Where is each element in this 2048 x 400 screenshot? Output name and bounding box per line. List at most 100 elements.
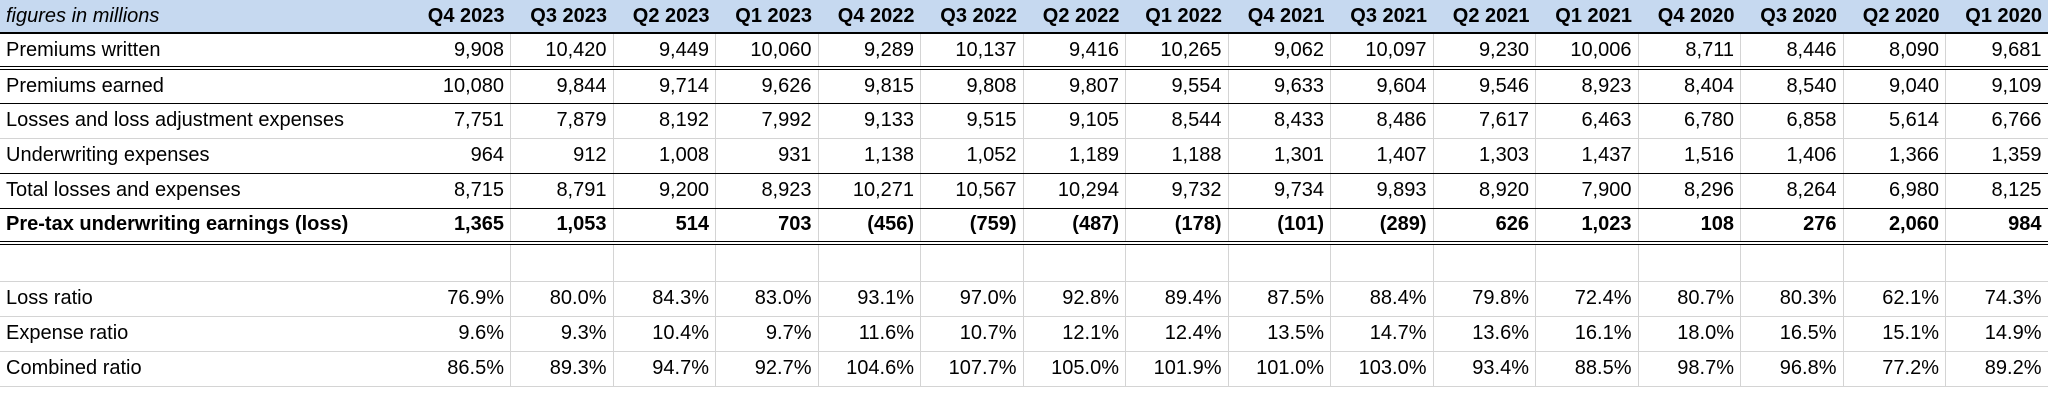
table-cell[interactable]: 9,808 <box>920 68 1024 104</box>
table-cell[interactable]: 276 <box>1740 208 1844 245</box>
column-header[interactable]: Q2 2021 <box>1433 0 1536 34</box>
table-cell[interactable] <box>818 243 921 282</box>
table-cell[interactable]: 8,920 <box>1433 173 1536 209</box>
table-cell[interactable]: 14.7% <box>1330 316 1434 352</box>
table-cell[interactable]: 87.5% <box>1228 281 1331 317</box>
column-header[interactable]: Q1 2022 <box>1125 0 1228 34</box>
table-cell[interactable]: 1,406 <box>1740 138 1844 174</box>
table-cell[interactable]: 1,516 <box>1638 138 1741 174</box>
table-cell[interactable]: 10,271 <box>818 173 921 209</box>
table-cell[interactable] <box>1535 243 1639 282</box>
table-cell[interactable]: 9,449 <box>613 33 716 70</box>
table-cell[interactable]: 93.1% <box>818 281 921 317</box>
column-header[interactable]: Q3 2021 <box>1330 0 1433 34</box>
table-cell[interactable]: 10.7% <box>920 316 1024 352</box>
table-cell[interactable]: 9,554 <box>1125 68 1229 104</box>
table-cell[interactable]: 9.6% <box>408 316 511 352</box>
table-cell[interactable] <box>408 243 511 282</box>
table-cell[interactable] <box>1433 243 1536 282</box>
table-cell[interactable]: 912 <box>510 138 614 174</box>
column-header[interactable]: Q4 2020 <box>1638 0 1741 34</box>
table-cell[interactable]: 6,858 <box>1740 103 1844 139</box>
row-label[interactable]: Premiums written <box>0 33 408 70</box>
table-cell[interactable] <box>1740 243 1844 282</box>
table-cell[interactable]: 16.1% <box>1535 316 1639 352</box>
table-cell[interactable] <box>1125 243 1229 282</box>
row-label[interactable]: Underwriting expenses <box>0 138 408 174</box>
table-cell[interactable]: 101.0% <box>1228 351 1331 387</box>
table-cell[interactable]: 74.3% <box>1945 281 2048 317</box>
table-cell[interactable]: 984 <box>1945 208 2048 245</box>
column-header[interactable]: Q4 2022 <box>818 0 921 34</box>
table-cell[interactable]: 9,133 <box>818 103 921 139</box>
row-label[interactable]: Pre-tax underwriting earnings (loss) <box>0 208 408 245</box>
table-cell[interactable]: 1,189 <box>1023 138 1126 174</box>
column-header[interactable]: Q3 2023 <box>510 0 613 34</box>
table-cell[interactable]: 80.7% <box>1638 281 1741 317</box>
table-cell[interactable]: 9,040 <box>1843 68 1946 104</box>
table-cell[interactable]: 10,060 <box>715 33 819 70</box>
table-cell[interactable]: 10,420 <box>510 33 614 70</box>
column-header[interactable]: Q1 2023 <box>715 0 818 34</box>
column-header[interactable]: Q2 2022 <box>1023 0 1126 34</box>
table-cell[interactable]: 1,138 <box>818 138 921 174</box>
table-cell[interactable]: 62.1% <box>1843 281 1946 317</box>
table-cell[interactable]: 77.2% <box>1843 351 1946 387</box>
table-cell[interactable]: 1,365 <box>408 208 511 245</box>
table-cell[interactable]: 14.9% <box>1945 316 2048 352</box>
column-header[interactable]: Q3 2020 <box>1740 0 1843 34</box>
row-label[interactable]: Loss ratio <box>0 281 408 317</box>
column-header[interactable]: Q2 2020 <box>1843 0 1946 34</box>
table-cell[interactable]: 7,751 <box>408 103 511 139</box>
table-cell[interactable]: 105.0% <box>1023 351 1126 387</box>
table-cell[interactable]: 9,681 <box>1945 33 2048 70</box>
table-cell[interactable]: 15.1% <box>1843 316 1946 352</box>
table-cell[interactable]: 8,923 <box>715 173 819 209</box>
table-cell[interactable]: 84.3% <box>613 281 716 317</box>
table-cell[interactable]: (289) <box>1330 208 1434 245</box>
table-cell[interactable]: 108 <box>1638 208 1741 245</box>
table-cell[interactable]: 6,766 <box>1945 103 2048 139</box>
table-cell[interactable]: 1,052 <box>920 138 1024 174</box>
table-cell[interactable]: 1,023 <box>1535 208 1639 245</box>
table-cell[interactable]: 104.6% <box>818 351 921 387</box>
table-cell[interactable]: 1,188 <box>1125 138 1229 174</box>
table-cell[interactable]: 8,264 <box>1740 173 1844 209</box>
table-cell[interactable]: 9,908 <box>408 33 511 70</box>
table-cell[interactable]: 10,137 <box>920 33 1024 70</box>
table-cell[interactable]: 9.7% <box>715 316 819 352</box>
table-cell[interactable]: 86.5% <box>408 351 511 387</box>
table-cell[interactable] <box>1330 243 1434 282</box>
table-cell[interactable]: 7,900 <box>1535 173 1639 209</box>
table-cell[interactable]: 83.0% <box>715 281 819 317</box>
table-cell[interactable]: 626 <box>1433 208 1536 245</box>
table-cell[interactable]: 6,780 <box>1638 103 1741 139</box>
table-cell[interactable]: 10,006 <box>1535 33 1639 70</box>
table-cell[interactable]: (487) <box>1023 208 1126 245</box>
table-cell[interactable]: (456) <box>818 208 921 245</box>
table-cell[interactable]: 9,844 <box>510 68 614 104</box>
row-label[interactable]: Premiums earned <box>0 68 408 104</box>
table-cell[interactable]: 10,265 <box>1125 33 1229 70</box>
table-cell[interactable]: 9,105 <box>1023 103 1126 139</box>
table-cell[interactable]: 8,446 <box>1740 33 1844 70</box>
table-cell[interactable] <box>1945 243 2048 282</box>
table-cell[interactable]: 1,359 <box>1945 138 2048 174</box>
table-cell[interactable]: 103.0% <box>1330 351 1434 387</box>
table-cell[interactable]: 7,879 <box>510 103 614 139</box>
table-cell[interactable]: 8,923 <box>1535 68 1639 104</box>
column-header[interactable]: Q1 2020 <box>1945 0 2048 34</box>
table-cell[interactable]: 1,437 <box>1535 138 1639 174</box>
table-cell[interactable]: 96.8% <box>1740 351 1844 387</box>
table-cell[interactable]: 9,230 <box>1433 33 1536 70</box>
table-cell[interactable]: 92.7% <box>715 351 819 387</box>
table-cell[interactable]: 5,614 <box>1843 103 1946 139</box>
table-cell[interactable]: 88.4% <box>1330 281 1434 317</box>
table-cell[interactable]: 2,060 <box>1843 208 1946 245</box>
row-label[interactable]: Expense ratio <box>0 316 408 352</box>
table-cell[interactable]: 931 <box>715 138 819 174</box>
table-cell[interactable]: 7,992 <box>715 103 819 139</box>
table-cell[interactable]: 9,714 <box>613 68 716 104</box>
table-cell[interactable]: 1,407 <box>1330 138 1434 174</box>
row-label[interactable]: Combined ratio <box>0 351 408 387</box>
